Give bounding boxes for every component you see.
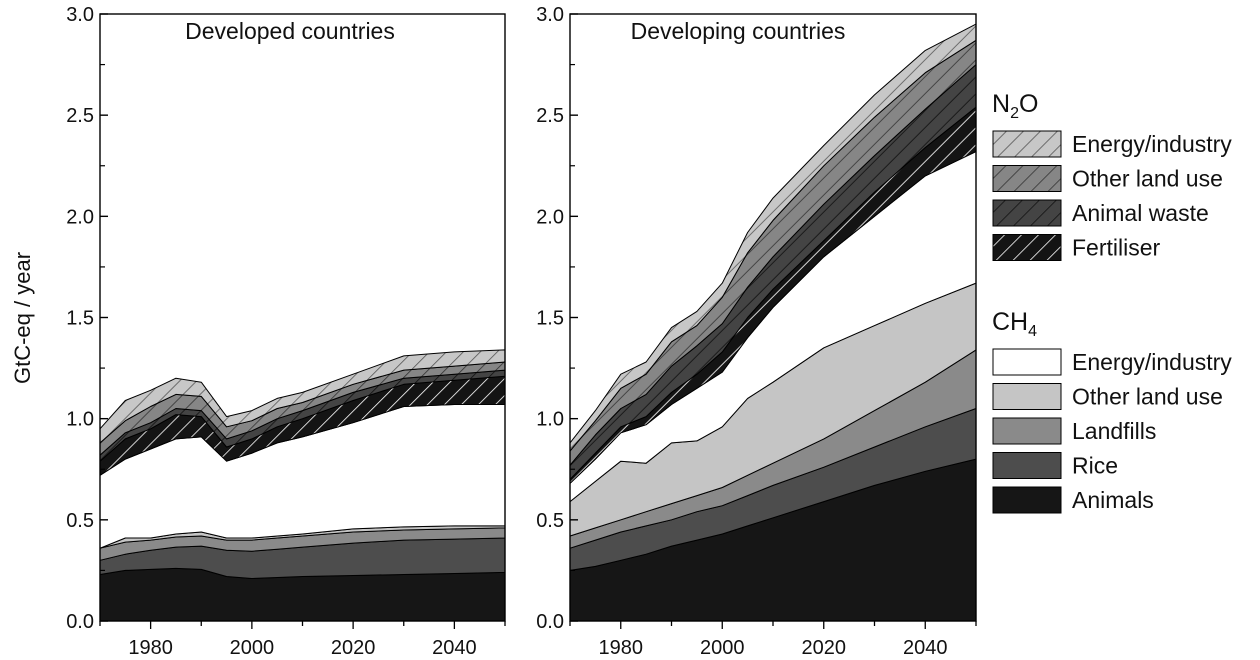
y-ticks: 0.0 0.5 1.0 1.5 2.0 2.5 3.0 xyxy=(66,4,108,633)
x-tick-label: 2020 xyxy=(331,637,376,659)
y-tick-label: 0.5 xyxy=(536,510,564,532)
legend-label-energy-industry: Energy/industry xyxy=(1072,349,1232,375)
legend-label-rice: Rice xyxy=(1072,453,1118,479)
panel-developed: 0.0 0.5 1.0 1.5 2.0 2.5 3.0 1980 2000 2020 2040 D… xyxy=(66,4,506,659)
x-tick-label: 1980 xyxy=(128,637,173,659)
legend-label-animals: Animals xyxy=(1072,487,1154,513)
y-tick-label: 3.0 xyxy=(66,4,94,26)
legend-label-landfills: Landfills xyxy=(1072,418,1156,444)
y-tick-label: 3.0 xyxy=(536,4,564,26)
legend-title-ch4: CH4 xyxy=(992,308,1037,340)
x-ticks: 1980 2000 2020 2040 xyxy=(99,621,506,659)
area-layers xyxy=(99,349,506,622)
legend-label-other-land-use: Other land use xyxy=(1072,166,1223,192)
x-tick-label: 2040 xyxy=(432,637,477,659)
x-tick-label: 2000 xyxy=(230,637,275,659)
legend: N2O Energy/industry Other land use Animal … xyxy=(992,90,1232,514)
y-axis-label: GtC-eq / year xyxy=(10,252,35,384)
legend-swatch-other-land-use xyxy=(992,165,1062,192)
y-ticks: 0.0 0.5 1.0 1.5 2.0 2.5 3.0 xyxy=(536,4,578,633)
y-tick-label: 2.5 xyxy=(536,105,564,127)
area-layers xyxy=(569,23,977,622)
legend-swatch-fertiliser xyxy=(992,234,1062,261)
y-tick-label: 2.5 xyxy=(66,105,94,127)
y-tick-label: 0.0 xyxy=(536,611,564,633)
legend-group-ch4: Energy/industry Other land use Landfills Ri… xyxy=(992,348,1232,514)
y-tick-label: 1.5 xyxy=(536,308,564,330)
y-tick-label: 0.5 xyxy=(66,510,94,532)
x-tick-label: 1980 xyxy=(599,637,644,659)
legend-label-fertiliser: Fertiliser xyxy=(1072,235,1161,261)
legend-swatch-rice xyxy=(992,452,1062,479)
legend-label-animal-waste: Animal waste xyxy=(1072,200,1209,226)
y-tick-label: 1.0 xyxy=(536,409,564,431)
legend-title-n2o: N2O xyxy=(992,90,1038,122)
legend-swatch-energy-industry xyxy=(992,348,1062,376)
y-tick-label: 2.0 xyxy=(536,206,564,228)
plot-frame xyxy=(99,13,506,622)
panel-title-developing: Developing countries xyxy=(631,18,846,44)
legend-label-energy-industry: Energy/industry xyxy=(1072,131,1232,157)
legend-swatch-animal-waste xyxy=(992,199,1062,227)
panel-title-developed: Developed countries xyxy=(185,18,395,44)
y-tick-label: 1.5 xyxy=(66,308,94,330)
panel-developing: 0.0 0.5 1.0 1.5 2.0 2.5 3.0 1980 2000 2020 2040 D… xyxy=(536,4,977,659)
legend-swatch-animals xyxy=(992,486,1062,514)
legend-swatch-landfills xyxy=(992,417,1062,445)
x-tick-label: 2020 xyxy=(802,637,847,659)
x-tick-label: 2000 xyxy=(700,637,745,659)
y-tick-label: 0.0 xyxy=(66,611,94,633)
plot-frame xyxy=(569,13,977,622)
legend-label-other-land-use: Other land use xyxy=(1072,384,1223,410)
legend-group-n2o: Energy/industry Other land use Animal wast… xyxy=(992,130,1232,261)
x-ticks: 1980 2000 2020 2040 xyxy=(569,621,977,659)
legend-swatch-other-land-use xyxy=(992,383,1062,410)
x-tick-label: 2040 xyxy=(903,637,948,659)
legend-swatch-energy-industry xyxy=(992,130,1062,158)
y-tick-label: 1.0 xyxy=(66,409,94,431)
y-tick-label: 2.0 xyxy=(66,206,94,228)
